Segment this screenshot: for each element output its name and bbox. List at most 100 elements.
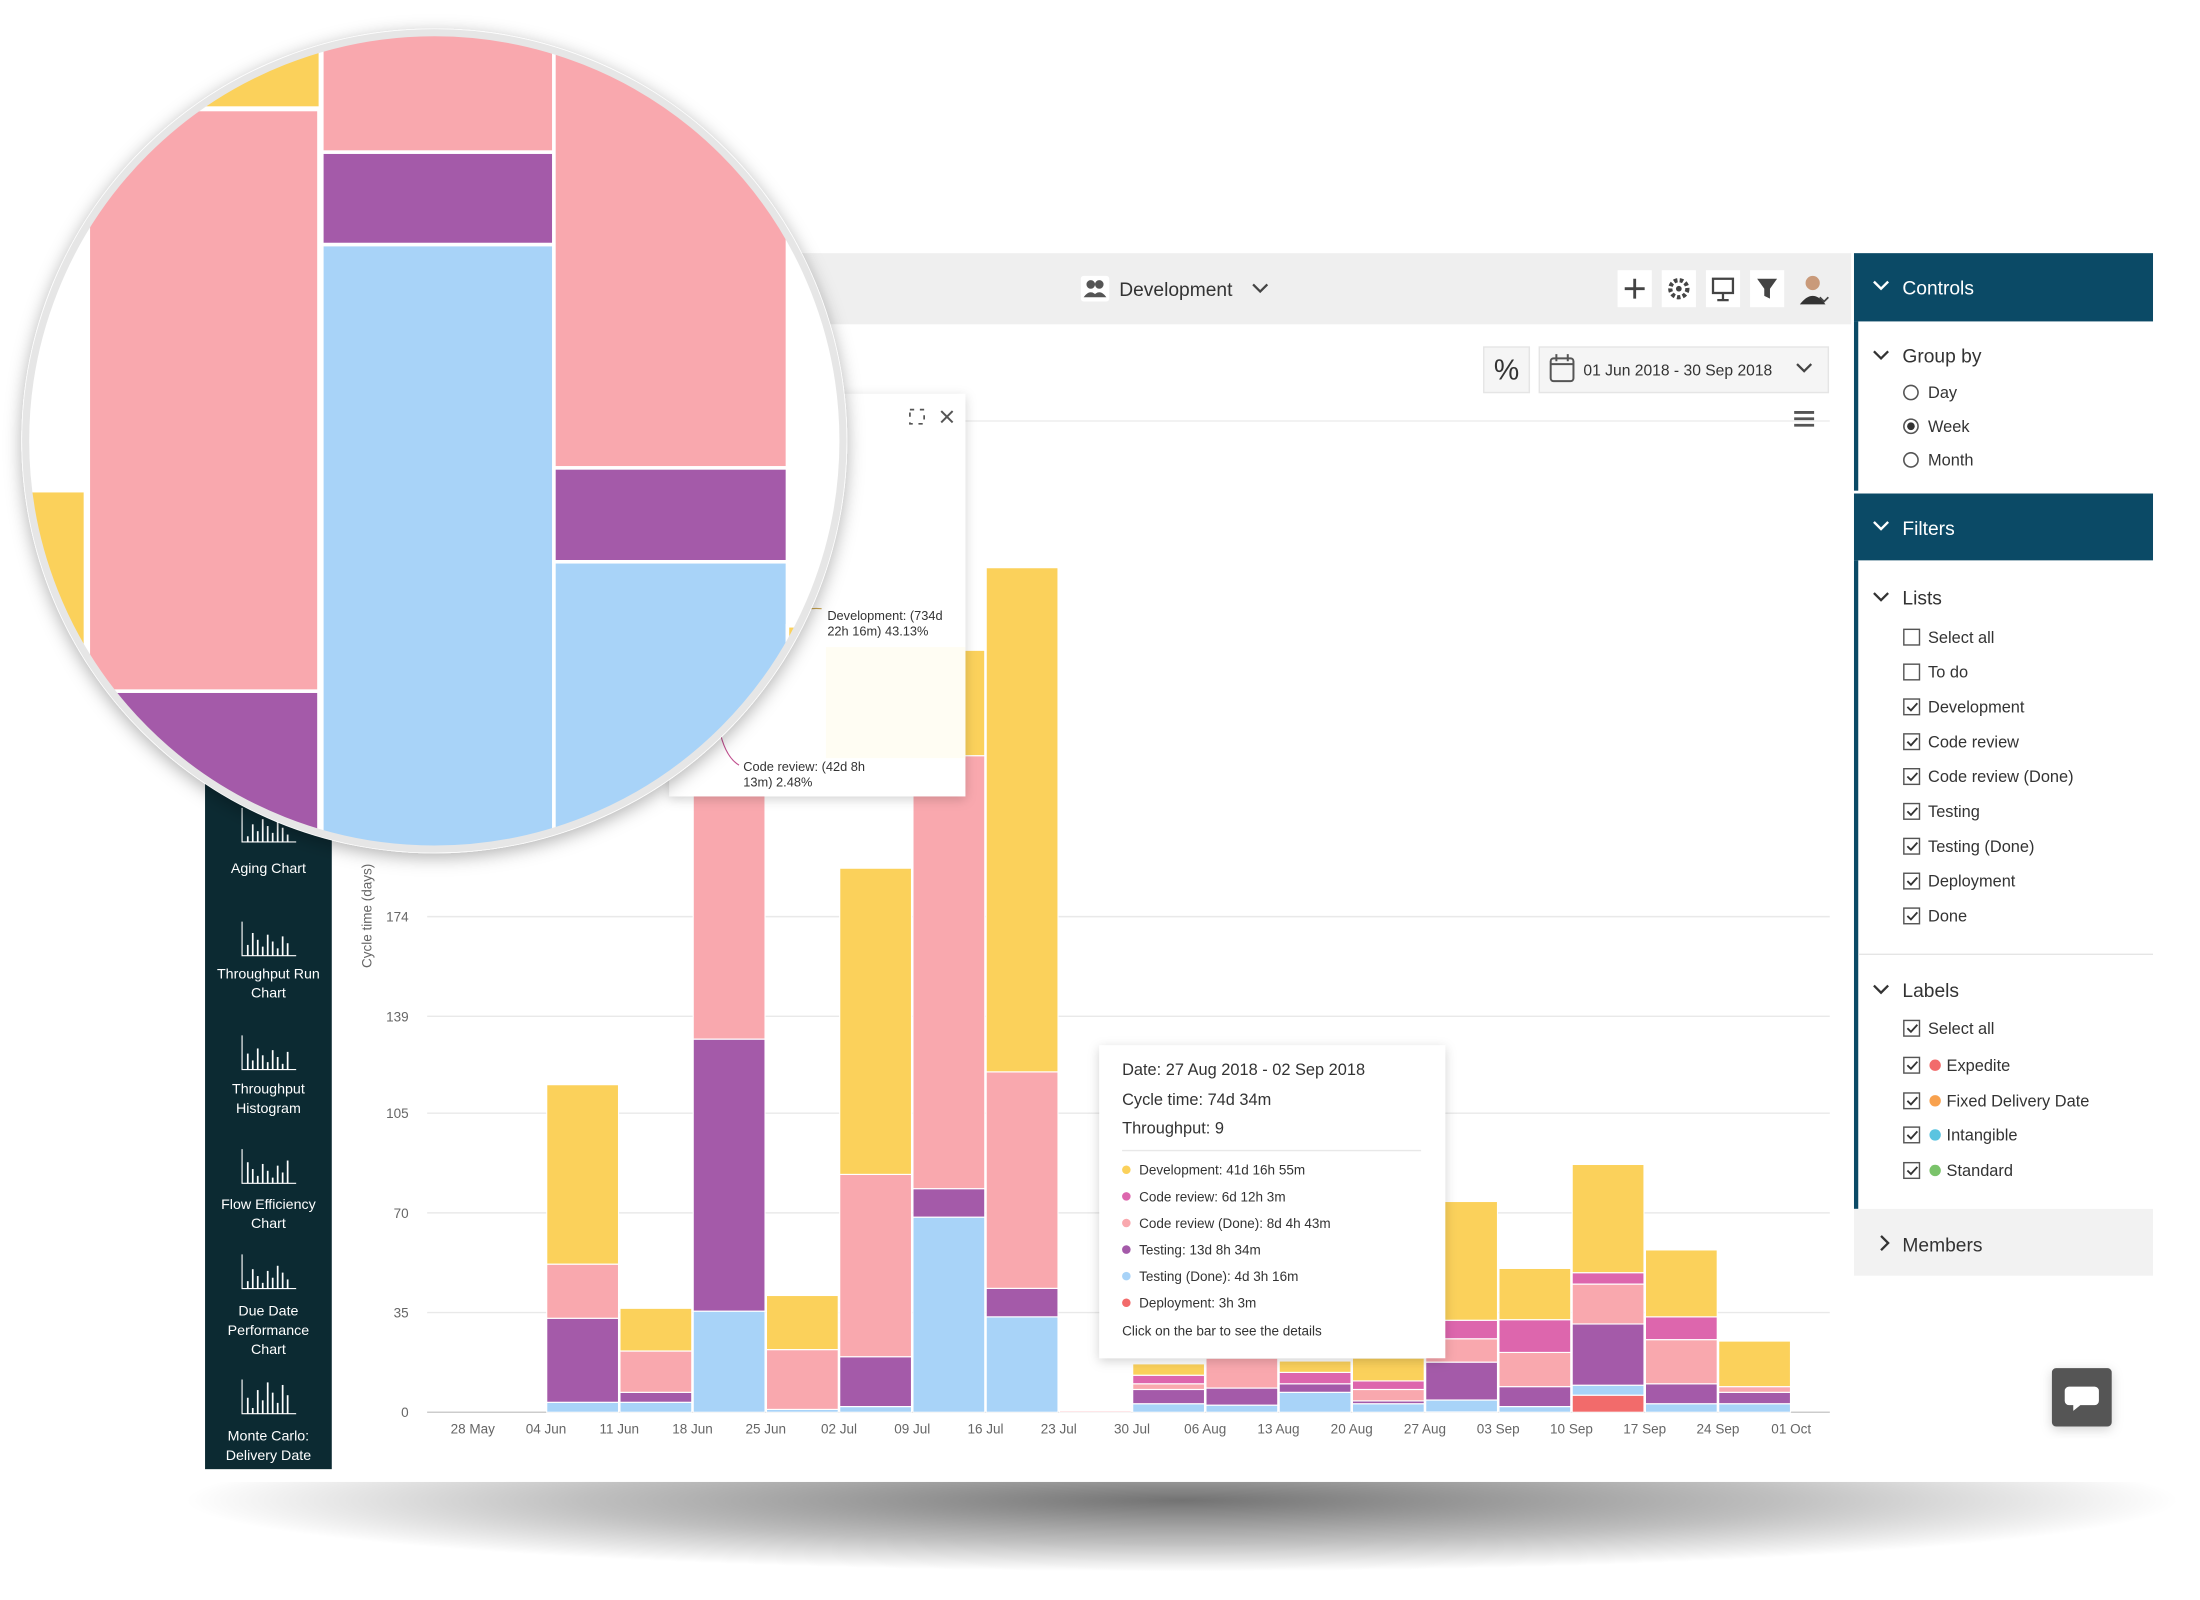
bar-segment[interactable] [1425, 1399, 1499, 1413]
bar-segment[interactable] [839, 867, 913, 1175]
nav-item[interactable]: Due Date Performance Chart [228, 1254, 310, 1358]
bar-segment[interactable] [619, 1307, 693, 1352]
board-selector-bg[interactable] [1076, 271, 1276, 309]
list-filter[interactable]: Testing [1903, 802, 1980, 821]
date-range-button[interactable] [1538, 346, 1830, 394]
bar-segment[interactable] [1571, 1394, 1645, 1413]
bar-segment[interactable] [1351, 1380, 1425, 1391]
bar-segment[interactable] [1571, 1384, 1645, 1396]
close-icon[interactable] [940, 410, 954, 424]
bar-segment[interactable] [1132, 1363, 1206, 1376]
bar-segment[interactable] [1058, 1410, 1132, 1413]
radio-option[interactable]: Month [1903, 452, 1974, 470]
bar-segment[interactable] [619, 1350, 693, 1393]
bar-segment[interactable] [839, 1406, 913, 1413]
bar-segment[interactable] [985, 567, 1059, 1073]
bar-segment[interactable] [546, 1317, 620, 1403]
bar-segment[interactable] [1205, 1404, 1279, 1413]
bar-segment[interactable] [1425, 1361, 1499, 1401]
list-filter[interactable]: Code review [1903, 733, 2019, 751]
bar-segment[interactable] [1278, 1391, 1352, 1413]
nav-item[interactable]: Throughput Histogram [232, 1035, 305, 1117]
bar-segment[interactable] [985, 1071, 1059, 1289]
bar-segment[interactable] [1644, 1383, 1718, 1405]
bar-segment[interactable] [1571, 1323, 1645, 1386]
controls-header[interactable] [1853, 253, 2154, 322]
bar-segment[interactable] [1132, 1374, 1206, 1385]
display-button[interactable] [1705, 270, 1741, 308]
bar-segment[interactable] [1718, 1340, 1792, 1388]
legend-dot [1122, 1218, 1131, 1228]
list-filter[interactable]: Done [1903, 907, 1967, 926]
bar-segment[interactable] [1644, 1316, 1718, 1341]
list-filter[interactable]: Testing (Done) [1903, 837, 2035, 856]
chart-menu[interactable] [1794, 411, 1815, 427]
avatar[interactable] [1805, 275, 1820, 291]
bar-segment[interactable] [1571, 1272, 1645, 1285]
bar-segment[interactable] [1498, 1386, 1572, 1408]
bar-segment[interactable] [1278, 1383, 1352, 1393]
members-row[interactable] [1853, 1208, 2154, 1276]
bar-segment[interactable] [1644, 1249, 1718, 1318]
bar-segment[interactable] [985, 1316, 1059, 1413]
filters-header[interactable] [1853, 493, 2154, 561]
bar-segment[interactable] [1351, 1357, 1425, 1382]
bar-segment[interactable] [1498, 1319, 1572, 1354]
list-filter[interactable]: Development [1903, 698, 2025, 717]
nav-item[interactable]: Flow Efficiency Chart [221, 1149, 317, 1232]
bar-segment[interactable] [1571, 1163, 1645, 1274]
bar-segment[interactable] [1498, 1406, 1572, 1413]
radio-option[interactable]: Week [1903, 418, 1971, 436]
chat-button[interactable] [2051, 1368, 2112, 1427]
bar-segment[interactable] [912, 1216, 986, 1413]
bar-segment[interactable] [619, 1401, 693, 1413]
list-filter[interactable]: To do [1903, 663, 1968, 682]
bar-segment[interactable] [765, 1294, 839, 1351]
label-filter[interactable]: Standard [1903, 1161, 2013, 1180]
bar-segment[interactable] [546, 1401, 620, 1413]
bar-segment[interactable] [546, 1263, 620, 1319]
label-filter[interactable]: Expedite [1903, 1056, 2010, 1075]
bar-segment[interactable] [692, 1038, 766, 1312]
bar-segment[interactable] [1351, 1403, 1425, 1413]
nav-label: Chart [251, 1216, 286, 1232]
fullscreen-icon[interactable] [909, 408, 925, 425]
bar-segment[interactable] [1205, 1357, 1279, 1389]
bar-segment[interactable] [1498, 1351, 1572, 1388]
bar-segment[interactable] [1718, 1403, 1792, 1413]
nav-item[interactable]: Aging Chart [231, 807, 306, 877]
nav-item[interactable]: Throughput Run Chart [217, 921, 320, 1002]
bar-segment[interactable] [1132, 1388, 1206, 1405]
nav-item[interactable]: Monte Carlo: Delivery Date [226, 1379, 311, 1464]
bar-segment[interactable] [985, 1287, 1059, 1318]
bar-segment[interactable] [839, 1356, 913, 1408]
label-filter[interactable]: Select all [1903, 1019, 1995, 1038]
bar-segment[interactable] [1571, 1283, 1645, 1325]
bar-segment[interactable] [1644, 1403, 1718, 1413]
bar-segment[interactable] [912, 755, 986, 1190]
list-filter[interactable]: Select all [1903, 628, 1995, 647]
bar-segment[interactable] [692, 1310, 766, 1413]
bar-segment[interactable] [1498, 1267, 1572, 1321]
label-filter[interactable]: Intangible [1903, 1126, 2018, 1145]
radio-option[interactable]: Day [1903, 384, 1958, 402]
bar-segment[interactable] [1644, 1339, 1718, 1385]
list-filter[interactable]: Code review (Done) [1903, 768, 2074, 786]
bar-segment[interactable] [1132, 1383, 1206, 1391]
bar-segment[interactable] [1278, 1371, 1352, 1385]
board-selector[interactable]: Development [1076, 271, 1276, 309]
bar-segment[interactable] [546, 1084, 620, 1265]
bar-segment[interactable] [1718, 1386, 1792, 1393]
list-filter[interactable]: Deployment [1903, 872, 2016, 891]
bar-segment[interactable] [1132, 1403, 1206, 1413]
bar-segment[interactable] [1205, 1387, 1279, 1406]
bar-segment[interactable] [839, 1173, 913, 1358]
percent-button[interactable] [1483, 346, 1531, 394]
label-filter[interactable]: Fixed Delivery Date [1903, 1092, 2090, 1110]
bar-segment[interactable] [1351, 1388, 1425, 1402]
bar-segment[interactable] [1718, 1391, 1792, 1405]
bar-segment[interactable] [765, 1349, 839, 1410]
bar-segment[interactable] [619, 1391, 693, 1403]
bar-segment[interactable] [1278, 1360, 1352, 1373]
bar-segment[interactable] [912, 1188, 986, 1218]
